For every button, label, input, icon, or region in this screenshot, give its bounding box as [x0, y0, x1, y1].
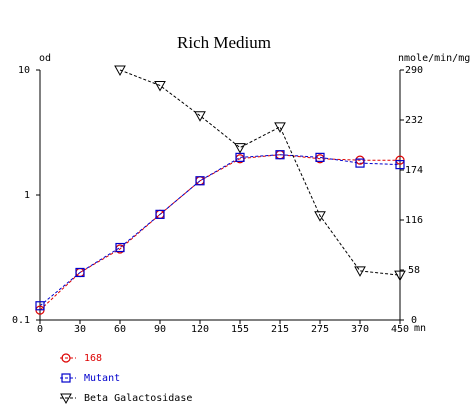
data-point-mutant: [275, 150, 285, 160]
data-point-beta-galactosidase: [314, 211, 326, 222]
data-point-beta-galactosidase: [354, 266, 366, 277]
data-point-mutant: [35, 301, 45, 311]
y-right-tick-label: 290: [405, 65, 423, 76]
series-lines: [39, 69, 401, 311]
legend-marker: [61, 353, 71, 363]
legend: 168 Mutant Beta Galactosidase: [60, 353, 192, 405]
y-right-tick-label: 58: [408, 265, 420, 276]
series-line-beta-galactosidase: [119, 69, 401, 276]
x-tick-label: 275: [311, 324, 329, 335]
y-left-tick-label: 1: [24, 190, 30, 201]
y-left-tick-label: 0.1: [12, 315, 30, 326]
x-tick-label: 30: [74, 324, 86, 335]
data-point-mutant: [115, 242, 125, 253]
data-point-mutant: [315, 152, 325, 162]
data-point-beta-galactosidase: [114, 65, 126, 77]
data-point-mutant: [395, 160, 405, 170]
series-line-mutant: [39, 154, 401, 307]
x-tick-label: 60: [114, 324, 126, 335]
x-tick-label: 370: [351, 324, 369, 335]
data-point-mutant: [355, 158, 365, 168]
data-point-mutant: [195, 176, 205, 186]
x-tick-label: 155: [231, 324, 249, 335]
legend-label: Mutant: [84, 373, 120, 384]
legend-label: 168: [84, 353, 102, 364]
chart-title: Rich Medium: [177, 33, 271, 52]
data-point-beta-galactosidase: [394, 270, 406, 282]
x-tick-label: 215: [271, 324, 289, 335]
legend-marker: [60, 393, 72, 405]
y-right-tick-label: 232: [405, 115, 423, 126]
data-point-mutant: [155, 209, 165, 219]
y-right-tick-label: 174: [405, 165, 423, 176]
y-left-tick-label: 10: [18, 65, 30, 76]
data-point-beta-galactosidase: [154, 81, 166, 92]
x-tick-label: 120: [191, 324, 209, 335]
y-right-tick-label: 0: [411, 315, 417, 326]
data-point-beta-galactosidase: [274, 122, 286, 133]
axis-ticks: 0 30 60 90 120 155 215 275 370 450 0.1 1 10 0 58 116 174…: [12, 65, 423, 335]
x-tick-label: 0: [37, 324, 43, 335]
data-point-mutant: [75, 267, 85, 278]
data-point-beta-galactosidase: [194, 111, 206, 122]
x-tick-label: 450: [391, 324, 409, 335]
y-right-label: nmole/min/mg: [398, 53, 470, 64]
y-right-tick-label: 116: [405, 215, 423, 226]
legend-label: Beta Galactosidase: [84, 393, 192, 404]
data-point-beta-galactosidase: [234, 143, 246, 154]
series-line-168: [39, 154, 400, 311]
x-unit-label: mn: [414, 323, 426, 334]
x-tick-label: 90: [154, 324, 166, 335]
y-left-label: od: [39, 53, 51, 64]
series-markers: [35, 65, 406, 315]
legend-marker: [61, 373, 71, 383]
